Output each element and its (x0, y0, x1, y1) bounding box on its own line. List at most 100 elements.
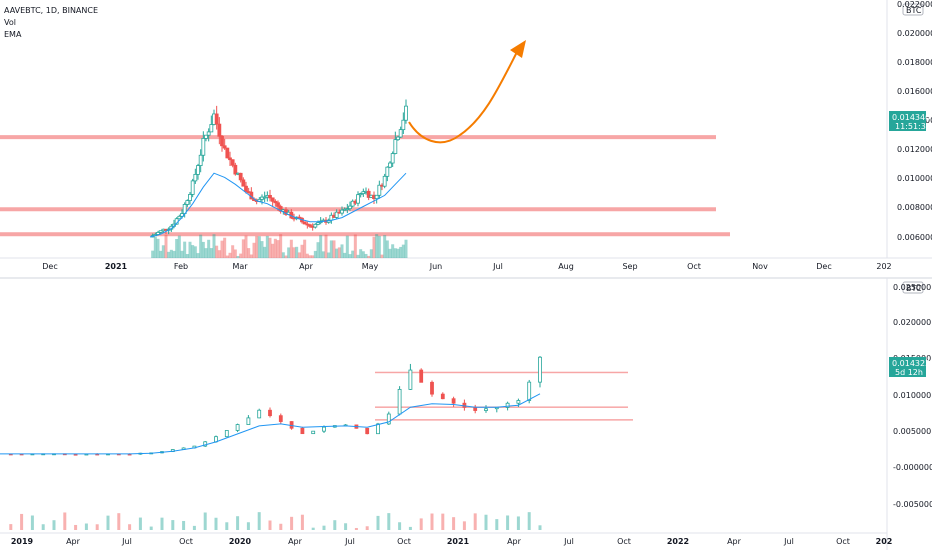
top-x-tick-label: Feb (174, 262, 188, 271)
volume-bar (30, 515, 34, 530)
volume-bar (236, 516, 240, 530)
volume-bar (180, 250, 184, 258)
volume-bar (177, 235, 181, 258)
level-line[interactable] (375, 371, 628, 374)
bottom-support-resistance-lines (375, 371, 633, 421)
volume-bar (236, 255, 240, 258)
bottom-y-tick-label: -0.000000 (893, 463, 932, 472)
volume-bar (313, 250, 317, 258)
volume-bar (191, 245, 195, 258)
candle-body (230, 159, 235, 166)
volume-bar (316, 242, 320, 258)
candle-body (209, 124, 214, 133)
candle-body (268, 195, 272, 199)
top-x-axis[interactable]: Dec 2021 Feb Mar Apr May Jun Jul Aug Sep Oct Nov Dec… (42, 262, 891, 271)
candle-body (390, 153, 395, 164)
volume-bar (167, 251, 171, 258)
bottom-x-axis[interactable]: 2019 Apr Jul Oct 2020 Apr Jul Oct 2021 Apr Jul Oct 2… (11, 537, 892, 546)
top-y-tick-label: 0.018000 (897, 58, 932, 67)
candle-body (345, 208, 350, 211)
bottom-x-tick-label: 2019 (11, 537, 34, 546)
volume-bar (95, 524, 99, 530)
candle-body (188, 194, 192, 201)
level-line[interactable] (375, 419, 633, 421)
level-line[interactable] (0, 232, 730, 237)
volume-bar (383, 235, 387, 258)
candle-body (356, 194, 360, 204)
bottom-volume-bars (9, 512, 542, 530)
volume-bar (106, 515, 110, 530)
volume-bar (244, 235, 248, 258)
candle-body (374, 194, 379, 200)
bottom-x-tick-label: Jul (344, 537, 355, 546)
volume-bar (220, 240, 224, 258)
top-x-tick-label: May (362, 262, 379, 271)
volume-bar (345, 235, 349, 258)
volume-bar (252, 242, 256, 258)
volume-bar (329, 240, 333, 258)
volume-bar (305, 253, 309, 258)
candle-body (302, 221, 307, 225)
volume-bar (527, 512, 531, 530)
candle-body (238, 172, 243, 181)
top-y-tick-label: 0.006000 (897, 233, 932, 242)
volume-bar (185, 254, 189, 258)
indicator-ema-label[interactable]: EMA (4, 30, 22, 39)
candle-body (206, 131, 211, 136)
top-y-tick-label: 0.010000 (897, 174, 932, 183)
candle-body (322, 426, 326, 432)
volume-bar (215, 245, 219, 258)
volume-bar (246, 522, 250, 530)
bottom-currency-badge-label: BTC (906, 284, 922, 293)
candle-body (177, 215, 182, 220)
candle-body (190, 180, 195, 195)
volume-bar (332, 240, 336, 258)
candle-body (158, 230, 163, 233)
volume-bar (52, 520, 56, 530)
volume-bar (284, 255, 288, 258)
bottom-currency-badge[interactable] (902, 281, 924, 294)
candle-body (201, 138, 206, 156)
volume-bar (303, 239, 307, 258)
volume-bar (484, 514, 488, 530)
top-x-tick-label: Mar (232, 262, 248, 271)
volume-bar (473, 513, 477, 530)
level-line[interactable] (0, 135, 716, 140)
volume-bar (271, 243, 275, 258)
volume-bar (171, 520, 175, 530)
bottom-y-axis[interactable]: 0.0250000.0200000.0150000.0100000.005000… (893, 283, 932, 509)
candle-body (270, 197, 275, 202)
indicator-vol-label[interactable]: Vol (4, 18, 16, 27)
candle-body (214, 113, 219, 125)
candle-body (273, 200, 278, 204)
candle-body (300, 427, 305, 435)
volume-bar (295, 246, 299, 258)
candle-body (350, 200, 355, 207)
candle-body (376, 423, 380, 435)
candle-body (196, 165, 200, 175)
volume-bar (214, 517, 218, 530)
volume-bar (516, 516, 520, 530)
candle-body (484, 408, 488, 411)
candle-body (235, 424, 240, 431)
volume-bar (225, 522, 229, 530)
volume-bar (20, 513, 24, 530)
symbol-title: AAVEBTC, 1D, BINANCE (4, 6, 98, 15)
top-countdown: 11:51:30 (895, 122, 931, 131)
bottom-x-tick-label: Apr (727, 537, 742, 546)
bottom-y-tick-label: 0.020000 (893, 318, 931, 327)
volume-bar (333, 520, 337, 530)
top-currency-badge[interactable] (902, 3, 924, 16)
candle-body (538, 356, 542, 383)
volume-bar (279, 523, 283, 530)
volume-bar (241, 239, 245, 258)
volume-bar (399, 246, 403, 258)
candle-body (220, 135, 224, 147)
volume-bar (321, 251, 325, 258)
volume-bar (209, 248, 213, 258)
candle-body (228, 157, 232, 161)
candle-body (217, 123, 222, 137)
volume-bar (337, 247, 341, 258)
volume-bar (462, 521, 466, 530)
